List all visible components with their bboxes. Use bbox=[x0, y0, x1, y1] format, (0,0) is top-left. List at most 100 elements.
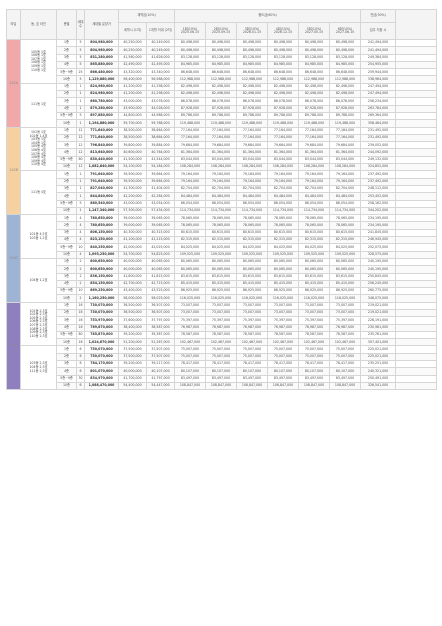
middle-6-cell: 85,415,000 bbox=[328, 279, 362, 289]
deposit-2-cell: 40,249,000 bbox=[146, 46, 175, 55]
table-row: 3층 5 831,280,000 41,560,000 41,626,000 83,128… bbox=[7, 53, 438, 62]
middle-6-cell: 86,054,000 bbox=[328, 199, 362, 208]
middle-2-cell: 84,025,000 bbox=[205, 243, 237, 252]
header-balance: 잔금(30%) bbox=[360, 9, 397, 23]
deposit-1-cell: 43,320,000 bbox=[118, 68, 147, 77]
price-cell: 800,650,000 bbox=[84, 265, 119, 274]
deposit-1-cell: 37,600,000 bbox=[118, 316, 147, 325]
middle-3-cell: 86,925,000 bbox=[236, 287, 268, 296]
extra-cell bbox=[395, 133, 438, 143]
price-cell: 830,440,000 bbox=[84, 155, 119, 165]
header-middle-6: 6회(10%) 2027.06.15 bbox=[328, 22, 362, 40]
dong-ho-label: 111동 4호 bbox=[20, 170, 57, 216]
middle-6-cell: 77,164,000 bbox=[328, 133, 362, 143]
deposit-1-cell: 42,490,000 bbox=[118, 60, 147, 70]
price-cell: 860,540,000 bbox=[84, 199, 119, 208]
middle-6-cell: 75,007,000 bbox=[328, 352, 362, 362]
middle-5-cell: 108,847,000 bbox=[298, 381, 330, 391]
extra-cell bbox=[395, 155, 438, 165]
middle-5-cell: 80,615,000 bbox=[298, 228, 330, 238]
middle-4-cell: 80,498,000 bbox=[267, 46, 299, 55]
middle-6-cell: 76,987,000 bbox=[328, 323, 362, 332]
units-cell: 5 bbox=[76, 111, 85, 121]
middle-3-cell: 84,025,000 bbox=[236, 243, 268, 252]
middle-3-cell: 84,484,000 bbox=[236, 192, 268, 201]
price-cell: 834,970,000 bbox=[84, 374, 119, 383]
middle-4-cell: 112,988,000 bbox=[267, 75, 299, 84]
middle-6-cell: 78,065,000 bbox=[328, 214, 362, 223]
middle-1-cell: 79,684,000 bbox=[174, 141, 206, 150]
deposit-1-cell: 40,000,000 bbox=[118, 367, 147, 376]
extra-cell bbox=[395, 214, 438, 223]
price-cell: 854,150,000 bbox=[84, 279, 119, 289]
middle-5-cell: 82,498,000 bbox=[298, 90, 330, 99]
extra-cell bbox=[395, 38, 438, 48]
units-cell: 5 bbox=[76, 75, 85, 84]
header-balance-sub: 입주 지정 시 bbox=[360, 22, 397, 40]
units-cell: 16 bbox=[76, 308, 85, 318]
balance-cell: 326,541,000 bbox=[360, 381, 397, 391]
middle-4-cell: 109,525,000 bbox=[267, 250, 299, 259]
table-row: 104동 1,2호 1층 2 800,650,000 40,000,000 40,065,… bbox=[7, 257, 438, 303]
price-cell: 831,280,000 bbox=[84, 53, 119, 62]
balance-cell: 258,234,000 bbox=[360, 97, 397, 106]
balance-cell: 252,075,000 bbox=[360, 243, 397, 252]
middle-5-cell: 83,128,000 bbox=[298, 53, 330, 62]
balance-cell: 307,401,000 bbox=[360, 338, 397, 347]
middle-3-cell: 78,417,000 bbox=[236, 360, 268, 369]
middle-5-cell: 81,364,000 bbox=[298, 148, 330, 157]
deposit-1-cell: 43,000,000 bbox=[118, 199, 147, 208]
floor-cell: 4층 bbox=[56, 367, 77, 376]
deposit-1-cell: 57,300,000 bbox=[118, 206, 147, 216]
middle-3-cell: 119,488,000 bbox=[236, 119, 268, 128]
extra-cell bbox=[395, 184, 438, 194]
middle-6-cell: 82,704,000 bbox=[328, 184, 362, 194]
middle-5-cell: 80,107,000 bbox=[298, 367, 330, 376]
deposit-2-cell: 40,315,000 bbox=[146, 228, 175, 238]
units-cell: 10 bbox=[76, 287, 85, 296]
table-row: 3층 6 784,170,000 39,200,000 39,217,000 78,417… bbox=[7, 360, 438, 369]
floor-cell: 4층 bbox=[56, 104, 77, 113]
floor-cell: 2층 bbox=[56, 265, 77, 274]
floor-cell: 5층~9층 bbox=[56, 155, 77, 165]
middle-2-cell: 108,847,000 bbox=[205, 381, 237, 391]
middle-3-cell: 79,164,000 bbox=[236, 177, 268, 186]
middle-2-cell: 76,987,000 bbox=[205, 323, 237, 332]
middle-3-cell: 73,007,000 bbox=[236, 308, 268, 318]
extra-cell bbox=[395, 235, 438, 245]
balance-cell: 344,202,000 bbox=[360, 206, 397, 216]
middle-4-cell: 78,065,000 bbox=[267, 221, 299, 230]
balance-cell: 240,195,000 bbox=[360, 265, 397, 274]
deposit-1-cell: 37,500,000 bbox=[118, 345, 147, 354]
extra-cell bbox=[395, 367, 438, 376]
middle-5-cell: 112,988,000 bbox=[298, 75, 330, 84]
floor-cell: 3층 bbox=[56, 97, 77, 106]
middle-1-cell: 86,054,000 bbox=[174, 199, 206, 208]
deposit-1-cell: 40,000,000 bbox=[118, 257, 147, 267]
balance-cell: 328,575,000 bbox=[360, 250, 397, 259]
balance-cell: 219,021,000 bbox=[360, 301, 397, 311]
middle-2-cell: 86,925,000 bbox=[205, 287, 237, 296]
units-cell: 4 bbox=[76, 214, 85, 223]
header-deposit-1: 계약시 (1차) bbox=[118, 22, 147, 40]
middle-5-cell: 78,587,000 bbox=[298, 330, 330, 340]
middle-6-cell: 80,065,000 bbox=[328, 265, 362, 274]
price-cell: 824,980,000 bbox=[84, 90, 119, 99]
table-row: 5층~9층 10 869,250,000 43,400,000 43,525,000 86… bbox=[7, 287, 438, 296]
price-cell: 785,870,000 bbox=[84, 330, 119, 340]
middle-6-cell: 86,925,000 bbox=[328, 287, 362, 296]
price-cell: 780,650,000 bbox=[84, 214, 119, 223]
deposit-2-cell: 57,434,000 bbox=[146, 206, 175, 216]
middle-1-cell: 82,315,000 bbox=[174, 235, 206, 245]
middle-5-cell: 108,284,000 bbox=[298, 163, 330, 172]
middle-5-cell: 73,007,000 bbox=[298, 301, 330, 311]
table-row: 110B 101동 1호 102동 1,4호 103동 1호 104동 1호 10… bbox=[6, 126, 438, 216]
middle-3-cell: 84,985,000 bbox=[236, 60, 268, 70]
middle-2-cell: 81,364,000 bbox=[205, 148, 237, 157]
middle-1-cell: 80,615,000 bbox=[174, 228, 206, 238]
floor-cell: 2층 bbox=[56, 90, 77, 99]
middle-5-cell: 84,484,000 bbox=[298, 192, 330, 201]
middle-5-cell: 82,704,000 bbox=[298, 184, 330, 194]
deposit-1-cell: 37,500,000 bbox=[118, 352, 147, 362]
units-cell: 1 bbox=[76, 177, 85, 186]
